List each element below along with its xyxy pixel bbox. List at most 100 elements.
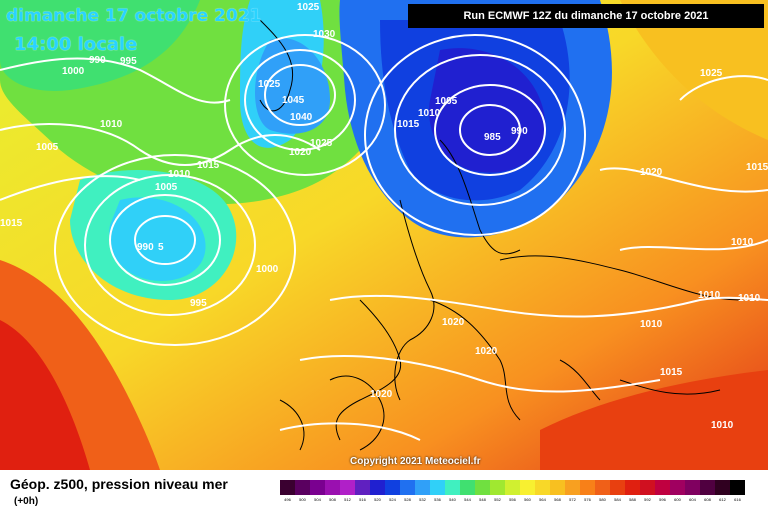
isobar-label: 985	[484, 132, 501, 143]
color-scale	[280, 480, 745, 495]
forecast-offset: (+0h)	[14, 496, 39, 507]
color-scale-label: 532	[419, 497, 426, 502]
isobar-label: 1020	[640, 167, 663, 178]
color-scale-cell	[565, 480, 580, 495]
color-scale-cell	[415, 480, 430, 495]
color-scale-label: 608	[704, 497, 711, 502]
color-scale-label: 580	[599, 497, 606, 502]
color-scale-cell	[715, 480, 730, 495]
color-scale-label: 536	[434, 497, 441, 502]
color-scale-label: 600	[674, 497, 681, 502]
color-scale-label: 496	[284, 497, 291, 502]
isobar-label: 1015	[746, 162, 768, 173]
isobar-label: 1010	[640, 319, 663, 330]
isobar-label: 1030	[313, 29, 336, 40]
run-info-banner: Run ECMWF 12Z du dimanche 17 octobre 202…	[408, 4, 764, 28]
isobar-label: 1020	[289, 147, 312, 158]
color-scale-cell	[505, 480, 520, 495]
color-scale-label: 548	[479, 497, 486, 502]
color-scale-label: 504	[314, 497, 321, 502]
color-scale-label: 572	[569, 497, 576, 502]
field-red-sw2	[0, 320, 90, 470]
color-scale-cell	[340, 480, 355, 495]
map-local-time: 14:00 locale	[14, 34, 138, 55]
color-scale-label: 556	[509, 497, 516, 502]
isobar-label: 1015	[397, 119, 420, 130]
color-scale-label: 584	[614, 497, 621, 502]
isobars	[0, 34, 768, 441]
isobar-label: 990	[89, 55, 106, 66]
isobar-label: 1045	[282, 95, 305, 106]
color-scale-cell	[535, 480, 550, 495]
isobar-label: 1010	[738, 293, 761, 304]
isobar-label: 1015	[0, 218, 23, 229]
color-scale-cell	[655, 480, 670, 495]
isobar-label: 1010	[731, 237, 754, 248]
color-scale-label: 596	[659, 497, 666, 502]
isobar-label: 1010	[100, 119, 123, 130]
isobar-label: 995	[120, 56, 137, 67]
color-scale-labels: 496 500 504 508 512 516 520 524 528 532 536 540 544 5…	[280, 497, 745, 503]
color-scale-label: 616	[734, 497, 741, 502]
isobar-label: 1040	[290, 112, 313, 123]
color-scale-cell	[475, 480, 490, 495]
color-scale-cell	[445, 480, 460, 495]
isobar-label: 1005	[435, 96, 458, 107]
color-scale-cell	[385, 480, 400, 495]
field-orange-ne	[620, 0, 768, 140]
map-canvas: 1025 1030 990 995 1000 1010 1005 1025 10…	[0, 0, 768, 470]
color-scale-label: 544	[464, 497, 471, 502]
isobar-label: 1000	[62, 66, 85, 77]
color-scale-label: 500	[299, 497, 306, 502]
isobar-label: 1005	[155, 182, 178, 193]
map-date: dimanche 17 octobre 2021	[6, 6, 262, 26]
color-scale-cell	[325, 480, 340, 495]
isobar-label: 1010	[698, 290, 721, 301]
isobar-label: 1025	[700, 68, 723, 79]
color-scale-cell	[550, 480, 565, 495]
isobar-label: 1010	[418, 108, 441, 119]
color-scale-cell	[685, 480, 700, 495]
color-scale-cell	[625, 480, 640, 495]
color-scale-label: 568	[554, 497, 561, 502]
color-scale-cell	[355, 480, 370, 495]
color-scale-cell	[730, 480, 745, 495]
color-scale-cell	[310, 480, 325, 495]
isobar-label: 1000	[256, 264, 279, 275]
color-scale-cell	[640, 480, 655, 495]
isobar-label: 1020	[370, 389, 393, 400]
color-scale-label: 560	[524, 497, 531, 502]
color-scale-label: 612	[719, 497, 726, 502]
isobar-labels: 1025 1030 990 995 1000 1010 1005 1025 10…	[0, 2, 768, 431]
isobar-label: 990	[137, 242, 154, 253]
weather-map: 1025 1030 990 995 1000 1010 1005 1025 10…	[0, 0, 768, 470]
parameter-title: Géop. z500, pression niveau mer	[10, 476, 228, 492]
color-scale-cell	[460, 480, 475, 495]
color-scale-label: 552	[494, 497, 501, 502]
color-scale-cell	[580, 480, 595, 495]
color-scale-cell	[670, 480, 685, 495]
color-scale-label: 540	[449, 497, 456, 502]
color-scale-cell	[295, 480, 310, 495]
coastlines	[259, 19, 741, 451]
isobar-label: 1015	[197, 160, 220, 171]
color-scale-cell	[610, 480, 625, 495]
color-scale-cell	[370, 480, 385, 495]
isobar-label: 1020	[475, 346, 498, 357]
color-scale-label: 528	[404, 497, 411, 502]
field-red-south	[540, 370, 768, 470]
map-footer: Géop. z500, pression niveau mer (+0h) 49…	[0, 470, 768, 512]
color-scale-label: 516	[359, 497, 366, 502]
color-scale-label: 576	[584, 497, 591, 502]
color-scale-cell	[490, 480, 505, 495]
color-scale-cell	[400, 480, 415, 495]
isobar-label: 1015	[660, 367, 683, 378]
color-scale-label: 604	[689, 497, 696, 502]
isobar-label: 1025	[310, 138, 333, 149]
color-scale-cell	[520, 480, 535, 495]
isobar-label: 1025	[258, 79, 281, 90]
color-scale-cell	[700, 480, 715, 495]
color-scale-cell	[280, 480, 295, 495]
isobar-label: 1025	[297, 2, 320, 13]
color-scale-cell	[430, 480, 445, 495]
